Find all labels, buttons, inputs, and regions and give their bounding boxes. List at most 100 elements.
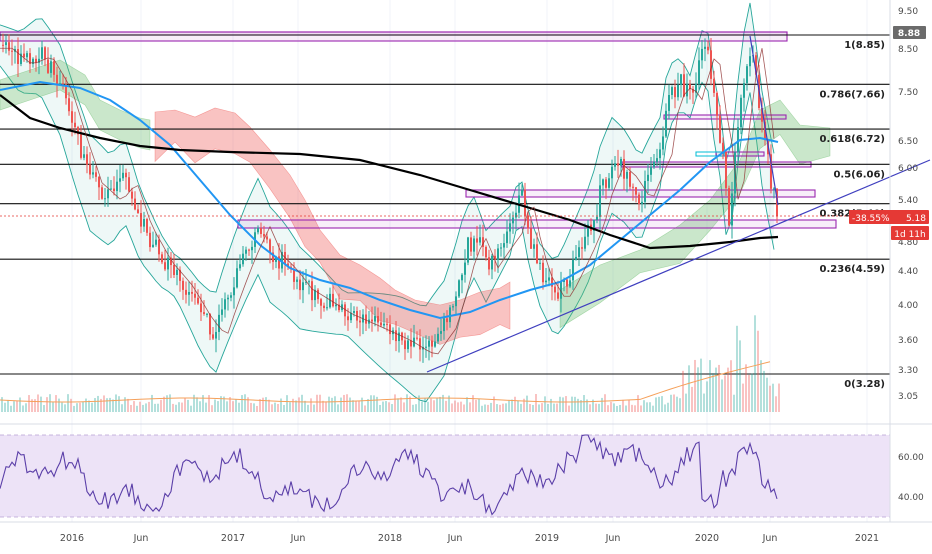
volume-bar	[160, 399, 162, 412]
candle-body	[629, 171, 631, 187]
volume-bar	[481, 405, 483, 412]
volume-bar	[430, 398, 432, 412]
volume-bar	[319, 394, 321, 412]
volume-bar	[349, 397, 351, 412]
candle-body	[227, 297, 229, 300]
candle-body	[134, 198, 136, 210]
volume-bar	[712, 373, 714, 412]
candle-body	[494, 255, 496, 260]
candle-body	[431, 340, 433, 347]
volume-bar	[763, 370, 765, 412]
candle-body	[575, 256, 577, 261]
rsi-band	[0, 435, 890, 517]
candle-body	[470, 237, 472, 252]
candle-body	[671, 87, 673, 95]
volume-bar	[565, 396, 567, 412]
candle-body	[683, 74, 685, 97]
candle-body	[437, 333, 439, 342]
volume-bar	[67, 394, 69, 412]
candle-body	[278, 256, 280, 269]
volume-bar	[667, 402, 669, 412]
candle-body	[302, 282, 304, 291]
volume-bar	[124, 397, 126, 412]
volume-bar	[520, 403, 522, 412]
volume-bar	[736, 325, 738, 412]
volume-bar	[340, 397, 342, 412]
volume-bar	[163, 396, 165, 412]
candle-body	[71, 111, 73, 123]
candle-body	[653, 161, 655, 167]
volume-bar	[64, 404, 66, 412]
volume-bar	[586, 399, 588, 412]
candle-body	[188, 291, 190, 295]
candle-body	[233, 287, 235, 296]
time-tick-label: Jun	[133, 533, 149, 544]
candle-body	[689, 84, 691, 89]
candle-body	[35, 58, 37, 63]
candle-body	[122, 172, 124, 179]
candle-body	[80, 134, 82, 158]
candle-body	[407, 340, 409, 350]
volume-bar	[475, 399, 477, 412]
volume-bar	[199, 401, 201, 412]
volume-bar	[301, 394, 303, 412]
candle-body	[608, 178, 610, 188]
change-label: -38.55%	[852, 214, 890, 224]
candle-body	[449, 307, 451, 323]
candle-body	[20, 53, 22, 64]
candle-body	[236, 268, 238, 288]
volume-bar	[685, 393, 687, 412]
volume-bar	[538, 404, 540, 412]
fib-label: 0.5(6.06)	[833, 169, 885, 180]
candle-body	[614, 163, 616, 167]
volume-bar	[226, 401, 228, 412]
volume-bar	[232, 401, 234, 412]
candle-body	[740, 97, 742, 128]
candle-body	[623, 158, 625, 179]
candle-body	[158, 239, 160, 255]
volume-bar	[706, 381, 708, 412]
fib-label: 0(3.28)	[844, 379, 885, 390]
volume-bar	[571, 396, 573, 412]
candle-body	[242, 253, 244, 265]
volume-bar	[289, 402, 291, 412]
candle-body	[599, 185, 601, 217]
candle-body	[509, 223, 511, 232]
volume-bar	[61, 402, 63, 412]
candle-body	[194, 293, 196, 298]
candle-body	[482, 237, 484, 247]
candle-body	[335, 304, 337, 307]
volume-bar	[22, 405, 24, 412]
candle-body	[656, 158, 658, 162]
candle-body	[461, 274, 463, 281]
volume-bar	[10, 405, 12, 412]
volume-bar	[157, 403, 159, 412]
volume-bar	[112, 399, 114, 412]
volume-bar	[169, 394, 171, 412]
countdown-badge	[891, 226, 929, 240]
candle-body	[203, 312, 205, 314]
volume-ma-line	[0, 361, 771, 403]
candle-body	[131, 191, 133, 199]
volume-bar	[58, 398, 60, 412]
volume-bar	[37, 394, 39, 412]
candle-body	[65, 84, 67, 99]
candle-body	[440, 331, 442, 334]
volume-bar	[514, 396, 516, 412]
candle-body	[473, 238, 475, 252]
candle-body	[581, 247, 583, 249]
candle-body	[659, 149, 661, 159]
volume-bar	[616, 405, 618, 412]
candle-body	[29, 53, 31, 64]
time-tick-label: 2017	[221, 533, 245, 544]
volume-bar	[271, 404, 273, 412]
volume-bar	[91, 402, 93, 412]
volume-bar	[400, 397, 402, 412]
volume-bar	[631, 404, 633, 412]
volume-bar	[259, 399, 261, 412]
volume-bar	[262, 397, 264, 412]
candle-body	[743, 83, 745, 98]
candle-body	[476, 238, 478, 243]
candle-body	[698, 60, 700, 85]
